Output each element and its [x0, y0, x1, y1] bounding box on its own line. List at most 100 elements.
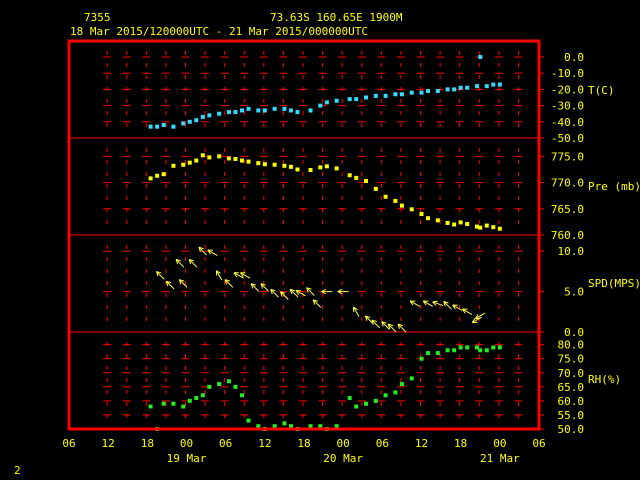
pressure-point: [409, 207, 414, 212]
rh-point: [458, 345, 463, 350]
temperature-point: [399, 92, 404, 97]
pressure-point: [308, 167, 313, 172]
wind-arrow-shaft: [207, 249, 218, 256]
wind-arrow-head: [381, 321, 384, 327]
wind-arrow-shaft: [371, 319, 381, 329]
x-tick-label: 00: [493, 437, 506, 450]
wind-arrow-shaft: [198, 246, 208, 256]
rh-point: [217, 382, 222, 387]
wind-arrow-head: [443, 300, 449, 304]
temperature-point: [324, 100, 329, 105]
wind-arrow-shaft: [178, 279, 188, 288]
temperature-point: [318, 103, 323, 108]
rh-point: [452, 348, 457, 353]
temperature-point: [161, 123, 166, 128]
temperature-point: [478, 55, 483, 59]
wind-arrow-head: [156, 271, 162, 274]
data-series: [148, 55, 502, 431]
wind-arrow-head: [387, 323, 391, 329]
wind-arrow-head: [312, 299, 316, 305]
temperature-point: [491, 82, 496, 87]
wind-arrow-head: [321, 288, 327, 293]
wind-arrow: [215, 270, 223, 281]
temperature-point: [419, 90, 424, 95]
wind-arrow-shaft: [387, 323, 397, 333]
temperature-point: [256, 108, 261, 113]
wind-arrow-shaft: [240, 272, 251, 279]
rh-point: [373, 398, 378, 403]
wind-arrow: [188, 258, 198, 268]
wind-arrow: [175, 258, 185, 268]
wind-arrow-head: [432, 301, 437, 306]
wind-arrow-shaft: [270, 288, 279, 298]
station-id: 7355: [84, 11, 111, 24]
wind-arrow-head: [337, 291, 343, 295]
pressure-point: [435, 218, 440, 223]
wind-arrow: [321, 288, 333, 295]
wind-arrow: [371, 319, 381, 329]
wind-arrow-head: [422, 300, 427, 306]
wind-arrow-head: [289, 289, 293, 295]
y-tick-label: 765.0: [551, 203, 584, 216]
temperature-point: [354, 97, 359, 102]
x-date-label: 20 Mar: [323, 452, 363, 465]
x-tick-label: 00: [180, 437, 193, 450]
wind-arrow: [337, 288, 349, 295]
wind-arrow-head: [290, 288, 296, 292]
wind-arrow-head: [270, 288, 276, 292]
rh-point: [491, 345, 496, 350]
wind-arrow: [443, 300, 452, 310]
wind-arrow: [381, 321, 390, 330]
wind-arrow: [198, 246, 208, 256]
temperature-point: [474, 84, 479, 89]
wind-arrow: [306, 287, 315, 296]
wind-arrow-head: [270, 289, 273, 295]
pressure-point: [324, 164, 329, 169]
temperature-point: [207, 113, 212, 118]
x-tick-label: 06: [376, 437, 389, 450]
pressure-point: [491, 225, 496, 230]
rh-point: [272, 424, 277, 429]
x-axis: 06 12 18 00 06 12 18 00 06 12 18 00 06 19 Mar 20 Mar 21…: [62, 437, 545, 465]
wind-arrow-head: [260, 283, 266, 286]
rh-point: [354, 404, 359, 409]
rh-point: [364, 401, 369, 406]
rh-point: [419, 356, 424, 361]
y-tick-label: 55.0: [558, 409, 585, 422]
y-tick-label: 75.0: [558, 353, 585, 366]
time-range: 18 Mar 2015/120000UTC - 21 Mar 2015/0000…: [70, 25, 368, 38]
y-tick-label: 760.0: [551, 229, 584, 242]
page-number: 2: [14, 464, 21, 477]
temperature-point: [217, 111, 222, 116]
wind-arrow-shaft: [353, 306, 360, 317]
wind-arrow-shaft: [175, 259, 185, 268]
temperature-point: [445, 87, 450, 92]
temperature-point: [497, 82, 502, 87]
wind-arrow-head: [188, 258, 195, 262]
x-tick-label: 18: [141, 437, 154, 450]
y-tick-label: -10.0: [551, 67, 584, 80]
wind-arrow-head: [165, 281, 169, 287]
wind-arrow-shaft: [306, 287, 315, 296]
wind-arrow-head: [313, 299, 319, 302]
wind-arrow-shaft: [289, 288, 299, 298]
rh-point: [200, 393, 205, 398]
station-location: 73.63S 160.65E 1900M: [270, 11, 403, 24]
wind-arrow-head: [306, 287, 309, 293]
wind-arrow-head: [179, 279, 185, 282]
temperature-point: [155, 124, 160, 129]
rh-point: [484, 348, 489, 353]
y-axis-label: T(C): [588, 84, 615, 97]
pressure-point: [393, 198, 398, 203]
rh-point: [288, 424, 293, 429]
rh-point: [207, 384, 212, 389]
y-tick-label: 80.0: [558, 339, 585, 352]
wind-arrow-head: [216, 270, 221, 274]
y-axes: 0.0 -10.0 -20.0 -30.0 -40.0 -50.0 T(C) 775.0 770…: [539, 51, 640, 436]
pressure-point: [246, 159, 251, 164]
rh-point: [478, 348, 483, 353]
wind-arrow: [409, 300, 420, 307]
pressure-point: [399, 203, 404, 208]
